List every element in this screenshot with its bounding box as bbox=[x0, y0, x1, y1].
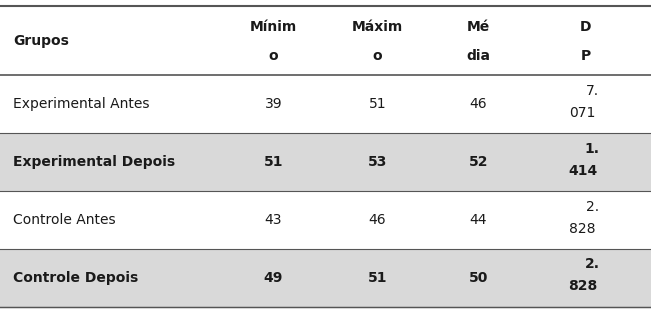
Bar bbox=[0, 75, 651, 133]
Text: Experimental Antes: Experimental Antes bbox=[13, 97, 150, 111]
Text: 7.: 7. bbox=[586, 84, 599, 98]
Text: 39: 39 bbox=[264, 97, 283, 111]
Text: 52: 52 bbox=[469, 155, 488, 169]
Text: 828: 828 bbox=[568, 280, 597, 294]
Text: dia: dia bbox=[467, 49, 490, 63]
Text: 49: 49 bbox=[264, 271, 283, 285]
Text: Grupos: Grupos bbox=[13, 34, 69, 48]
Text: 414: 414 bbox=[568, 164, 597, 178]
Bar bbox=[0, 133, 651, 191]
Text: Experimental Depois: Experimental Depois bbox=[13, 155, 175, 169]
Text: 44: 44 bbox=[470, 213, 487, 227]
Text: Controle Antes: Controle Antes bbox=[13, 213, 116, 227]
Text: 46: 46 bbox=[469, 97, 488, 111]
Text: 51: 51 bbox=[368, 97, 387, 111]
Text: Mé: Mé bbox=[467, 20, 490, 34]
Text: 51: 51 bbox=[264, 155, 283, 169]
Text: 50: 50 bbox=[469, 271, 488, 285]
Bar bbox=[0, 191, 651, 249]
Text: P: P bbox=[581, 49, 591, 63]
Text: 2.: 2. bbox=[585, 258, 600, 271]
Text: Máxim: Máxim bbox=[352, 20, 403, 34]
Bar bbox=[0, 249, 651, 307]
Bar bbox=[0, 6, 651, 75]
Text: Controle Depois: Controle Depois bbox=[13, 271, 138, 285]
Text: 46: 46 bbox=[368, 213, 387, 227]
Text: D: D bbox=[580, 20, 592, 34]
Text: Mínim: Mínim bbox=[250, 20, 297, 34]
Text: o: o bbox=[269, 49, 278, 63]
Text: 43: 43 bbox=[265, 213, 282, 227]
Text: o: o bbox=[373, 49, 382, 63]
Text: 1.: 1. bbox=[585, 142, 600, 156]
Text: 51: 51 bbox=[368, 271, 387, 285]
Text: 828: 828 bbox=[570, 222, 596, 236]
Text: 53: 53 bbox=[368, 155, 387, 169]
Text: 071: 071 bbox=[570, 106, 596, 120]
Text: 2.: 2. bbox=[586, 200, 599, 213]
